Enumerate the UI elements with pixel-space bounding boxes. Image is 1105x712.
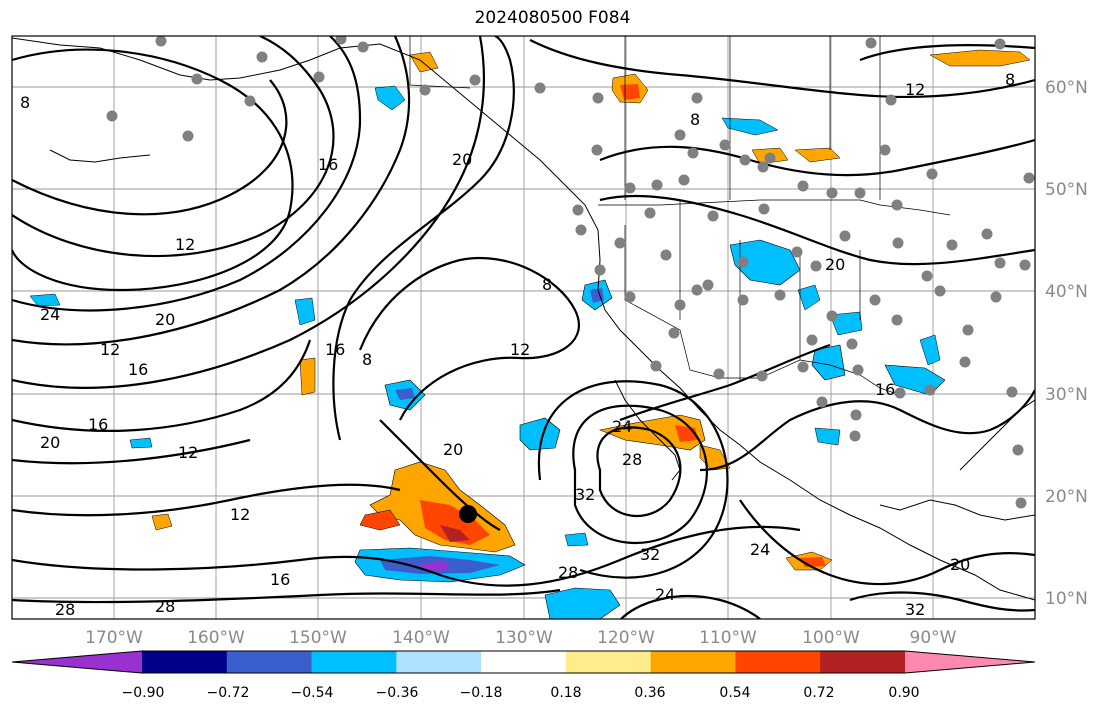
colorbar-segment — [396, 651, 482, 673]
contour-label-20: 20 — [452, 150, 472, 169]
contour-label-8: 8 — [20, 93, 30, 112]
contour-label-8c: 8 — [542, 275, 552, 294]
latitude-labels: 60°N 50°N 40°N 30°N 20°N 10°N — [1045, 78, 1088, 609]
colorbar-segment — [650, 651, 736, 673]
contour-label-28d: 28 — [558, 563, 578, 582]
lon-label: 100°W — [802, 628, 860, 648]
contour-label-12e: 12 — [230, 505, 250, 524]
colorbar-tick-label: −0.54 — [291, 685, 334, 701]
contour-label-12f: 12 — [905, 80, 925, 99]
contour-label-16b: 16 — [128, 360, 148, 379]
lat-label: 40°N — [1045, 282, 1088, 302]
colorbar-segment — [820, 651, 906, 673]
contour-label-20f: 20 — [950, 555, 970, 574]
colorbar-tick-label: 0.90 — [888, 685, 919, 701]
contour-label-32: 32 — [575, 485, 595, 504]
map-title: 2024080500 F084 — [474, 8, 631, 28]
colorbar-segment — [565, 651, 652, 673]
colorbar — [11, 650, 1036, 674]
lon-label: 130°W — [495, 628, 553, 648]
map-frame — [11, 35, 1036, 620]
contour-label-32b: 32 — [640, 545, 660, 564]
station-markers — [106, 36, 1035, 509]
colorbar-segment — [481, 651, 567, 673]
colorbar-tick-label: 0.18 — [550, 685, 581, 701]
lon-label: 90°W — [910, 628, 957, 648]
colorbar-segment — [735, 651, 821, 673]
lon-label: 140°W — [392, 628, 450, 648]
lat-label: 30°N — [1045, 385, 1088, 405]
contour-label-32c: 32 — [905, 600, 925, 619]
lon-label: 110°W — [699, 628, 757, 648]
lon-label: 150°W — [289, 628, 347, 648]
storm-center-marker — [459, 505, 477, 523]
contour-label-8b: 8 — [362, 350, 372, 369]
contour-label-12d: 12 — [178, 443, 198, 462]
contour-label-20d: 20 — [443, 440, 463, 459]
contour-label-28c: 28 — [622, 450, 642, 469]
contour-label-12b: 12 — [100, 340, 120, 359]
colorbar-segment — [142, 651, 228, 673]
colorbar-outline — [11, 650, 1036, 674]
lat-label: 10°N — [1045, 589, 1088, 609]
contour-label-16e: 16 — [270, 570, 290, 589]
contour-label-20e: 20 — [825, 255, 845, 274]
lat-label: 20°N — [1045, 487, 1088, 507]
contour-label-16c: 16 — [325, 340, 345, 359]
contour-label-8d: 8 — [690, 110, 700, 129]
contour-label-20c: 20 — [40, 433, 60, 452]
shaded-field — [29, 49, 1031, 619]
colorbar-tick-label: 0.36 — [634, 685, 665, 701]
contour-lines — [12, 36, 1035, 619]
contour-label-16d: 16 — [88, 415, 108, 434]
lon-label: 120°W — [597, 628, 655, 648]
contour-label-24c: 24 — [655, 585, 675, 604]
colorbar-labels: −0.90 −0.72 −0.54 −0.36 −0.18 0.18 0.36 … — [122, 685, 920, 701]
graticule — [12, 36, 1035, 619]
colorbar-segment — [311, 651, 397, 673]
lat-label: 60°N — [1045, 78, 1088, 98]
contour-label-16f: 16 — [875, 380, 895, 399]
contour-label-20b: 20 — [155, 310, 175, 329]
colorbar-segment — [226, 651, 313, 673]
colorbar-tick-label: 0.54 — [719, 685, 750, 701]
colorbar-tick-label: −0.72 — [207, 685, 250, 701]
longitude-labels: 170°W 160°W 150°W 140°W 130°W 120°W 110°… — [85, 628, 957, 648]
lon-label: 160°W — [187, 628, 245, 648]
contour-label-8e: 8 — [1005, 70, 1015, 89]
colorbar-tick-label: −0.90 — [122, 685, 165, 701]
contour-label-16: 16 — [318, 155, 338, 174]
colorbar-tick-label: −0.18 — [460, 685, 503, 701]
contour-label-24d: 24 — [750, 540, 770, 559]
contour-label-12: 12 — [175, 235, 195, 254]
contour-label-24: 24 — [40, 305, 60, 324]
colorbar-extend-low — [12, 651, 142, 673]
lon-label: 170°W — [85, 628, 143, 648]
colorbar-tick-label: −0.36 — [376, 685, 419, 701]
lat-label: 50°N — [1045, 180, 1088, 200]
contour-label-28b: 28 — [155, 597, 175, 616]
contour-labels: 8 12 16 20 24 20 12 16 16 8 12 8 20 16 1… — [20, 70, 1015, 619]
contour-label-12c: 12 — [510, 340, 530, 359]
colorbar-extend-high — [905, 651, 1035, 673]
colorbar-tick-label: 0.72 — [803, 685, 834, 701]
contour-label-28: 28 — [55, 600, 75, 619]
contour-label-24b: 24 — [612, 417, 632, 436]
